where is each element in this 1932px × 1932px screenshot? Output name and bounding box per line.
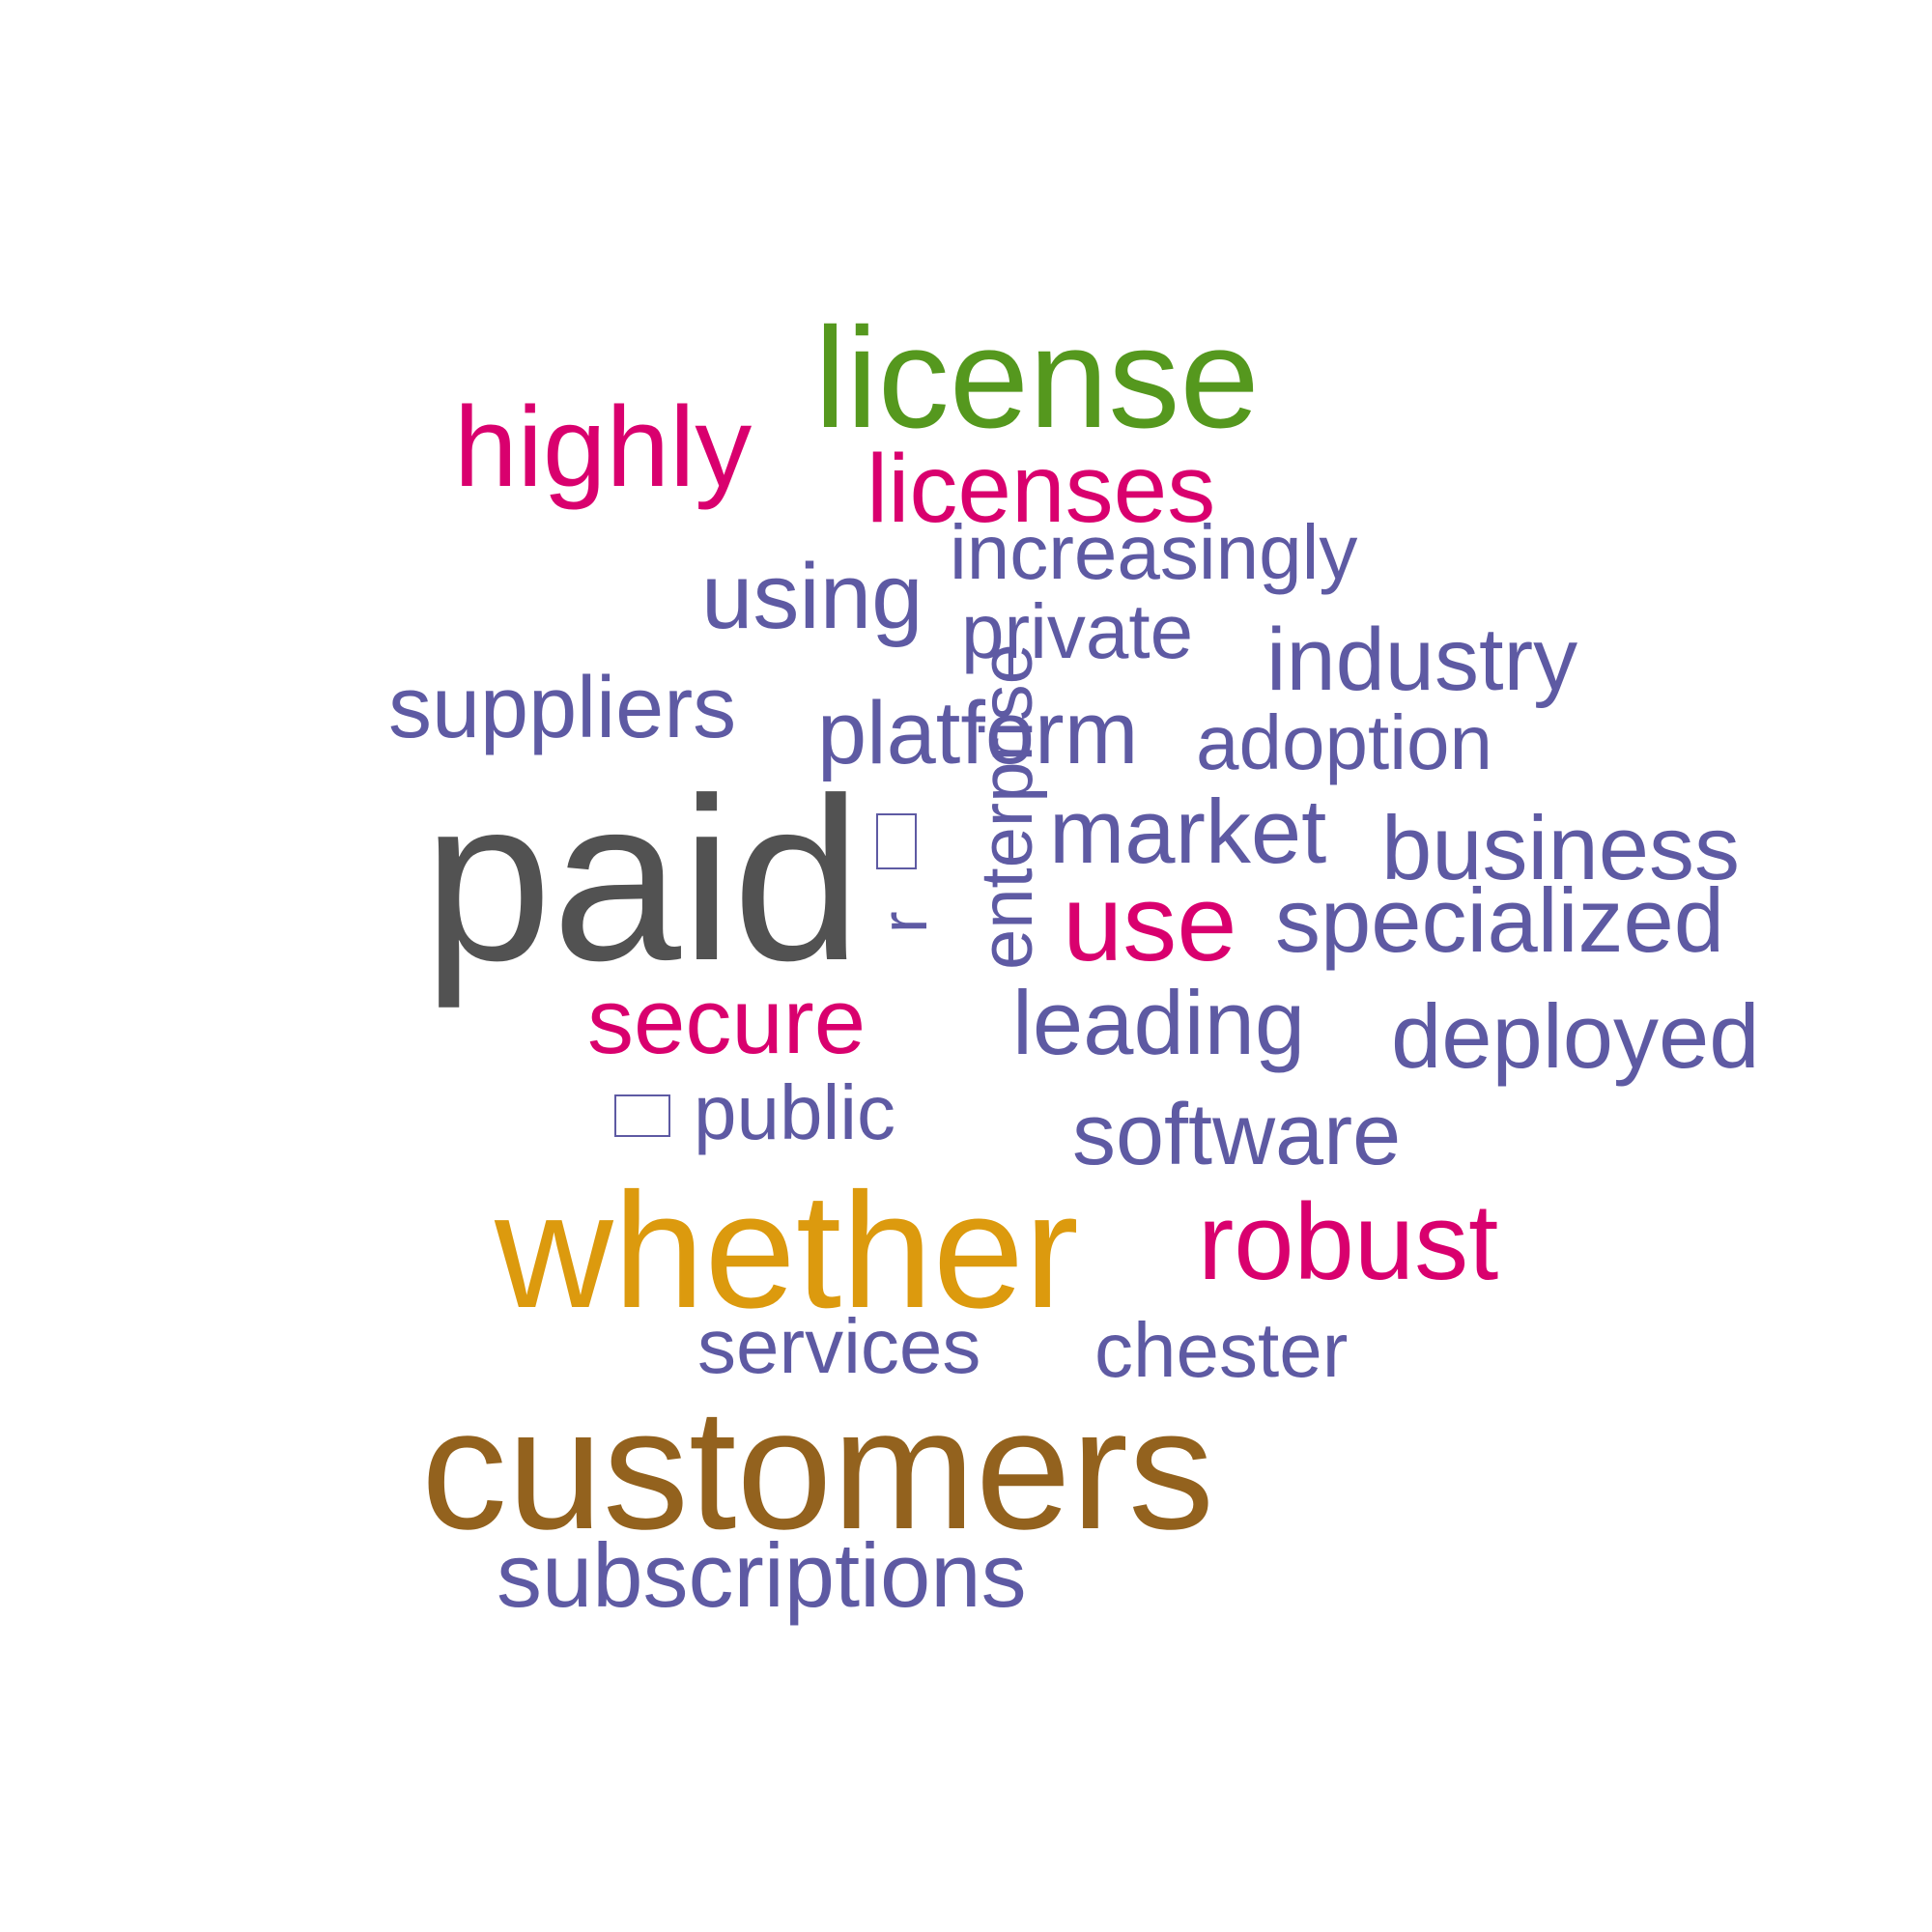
word-chester: chester: [1094, 1307, 1349, 1393]
word-increasingly: increasingly: [950, 509, 1358, 595]
word-use: use: [1063, 863, 1237, 983]
word-suppliers: suppliers: [388, 660, 737, 756]
missing-glyph-icon: [876, 813, 917, 869]
word-enterprise: enterprise: [966, 643, 1048, 970]
word-leading: leading: [1012, 972, 1306, 1073]
word-software: software: [1072, 1087, 1402, 1183]
word-paid: paid: [423, 750, 862, 1009]
word-highly: highly: [454, 384, 753, 511]
word-licenses: licenses: [867, 435, 1216, 543]
word-public: public: [694, 1069, 896, 1155]
word-robust: robust: [1198, 1181, 1499, 1302]
word-license: license: [814, 298, 1260, 458]
word-using: using: [701, 545, 923, 648]
word-private: private: [961, 588, 1194, 674]
word-customers: customers: [421, 1373, 1214, 1565]
word-business: business: [1381, 797, 1740, 898]
word-r: r: [867, 911, 941, 933]
word-services: services: [697, 1303, 981, 1389]
missing-glyph-icon: [614, 1094, 670, 1137]
word-industry: industry: [1266, 611, 1578, 709]
word-specialized: specialized: [1275, 869, 1725, 971]
word-adoption: adoption: [1196, 699, 1492, 785]
word-market: market: [1049, 781, 1327, 882]
word-deployed: deployed: [1391, 985, 1760, 1087]
word-secure: secure: [587, 970, 867, 1073]
word-platform: platform: [817, 684, 1139, 782]
word-subscriptions: subscriptions: [497, 1524, 1027, 1626]
word-whether: whether: [495, 1159, 1079, 1343]
